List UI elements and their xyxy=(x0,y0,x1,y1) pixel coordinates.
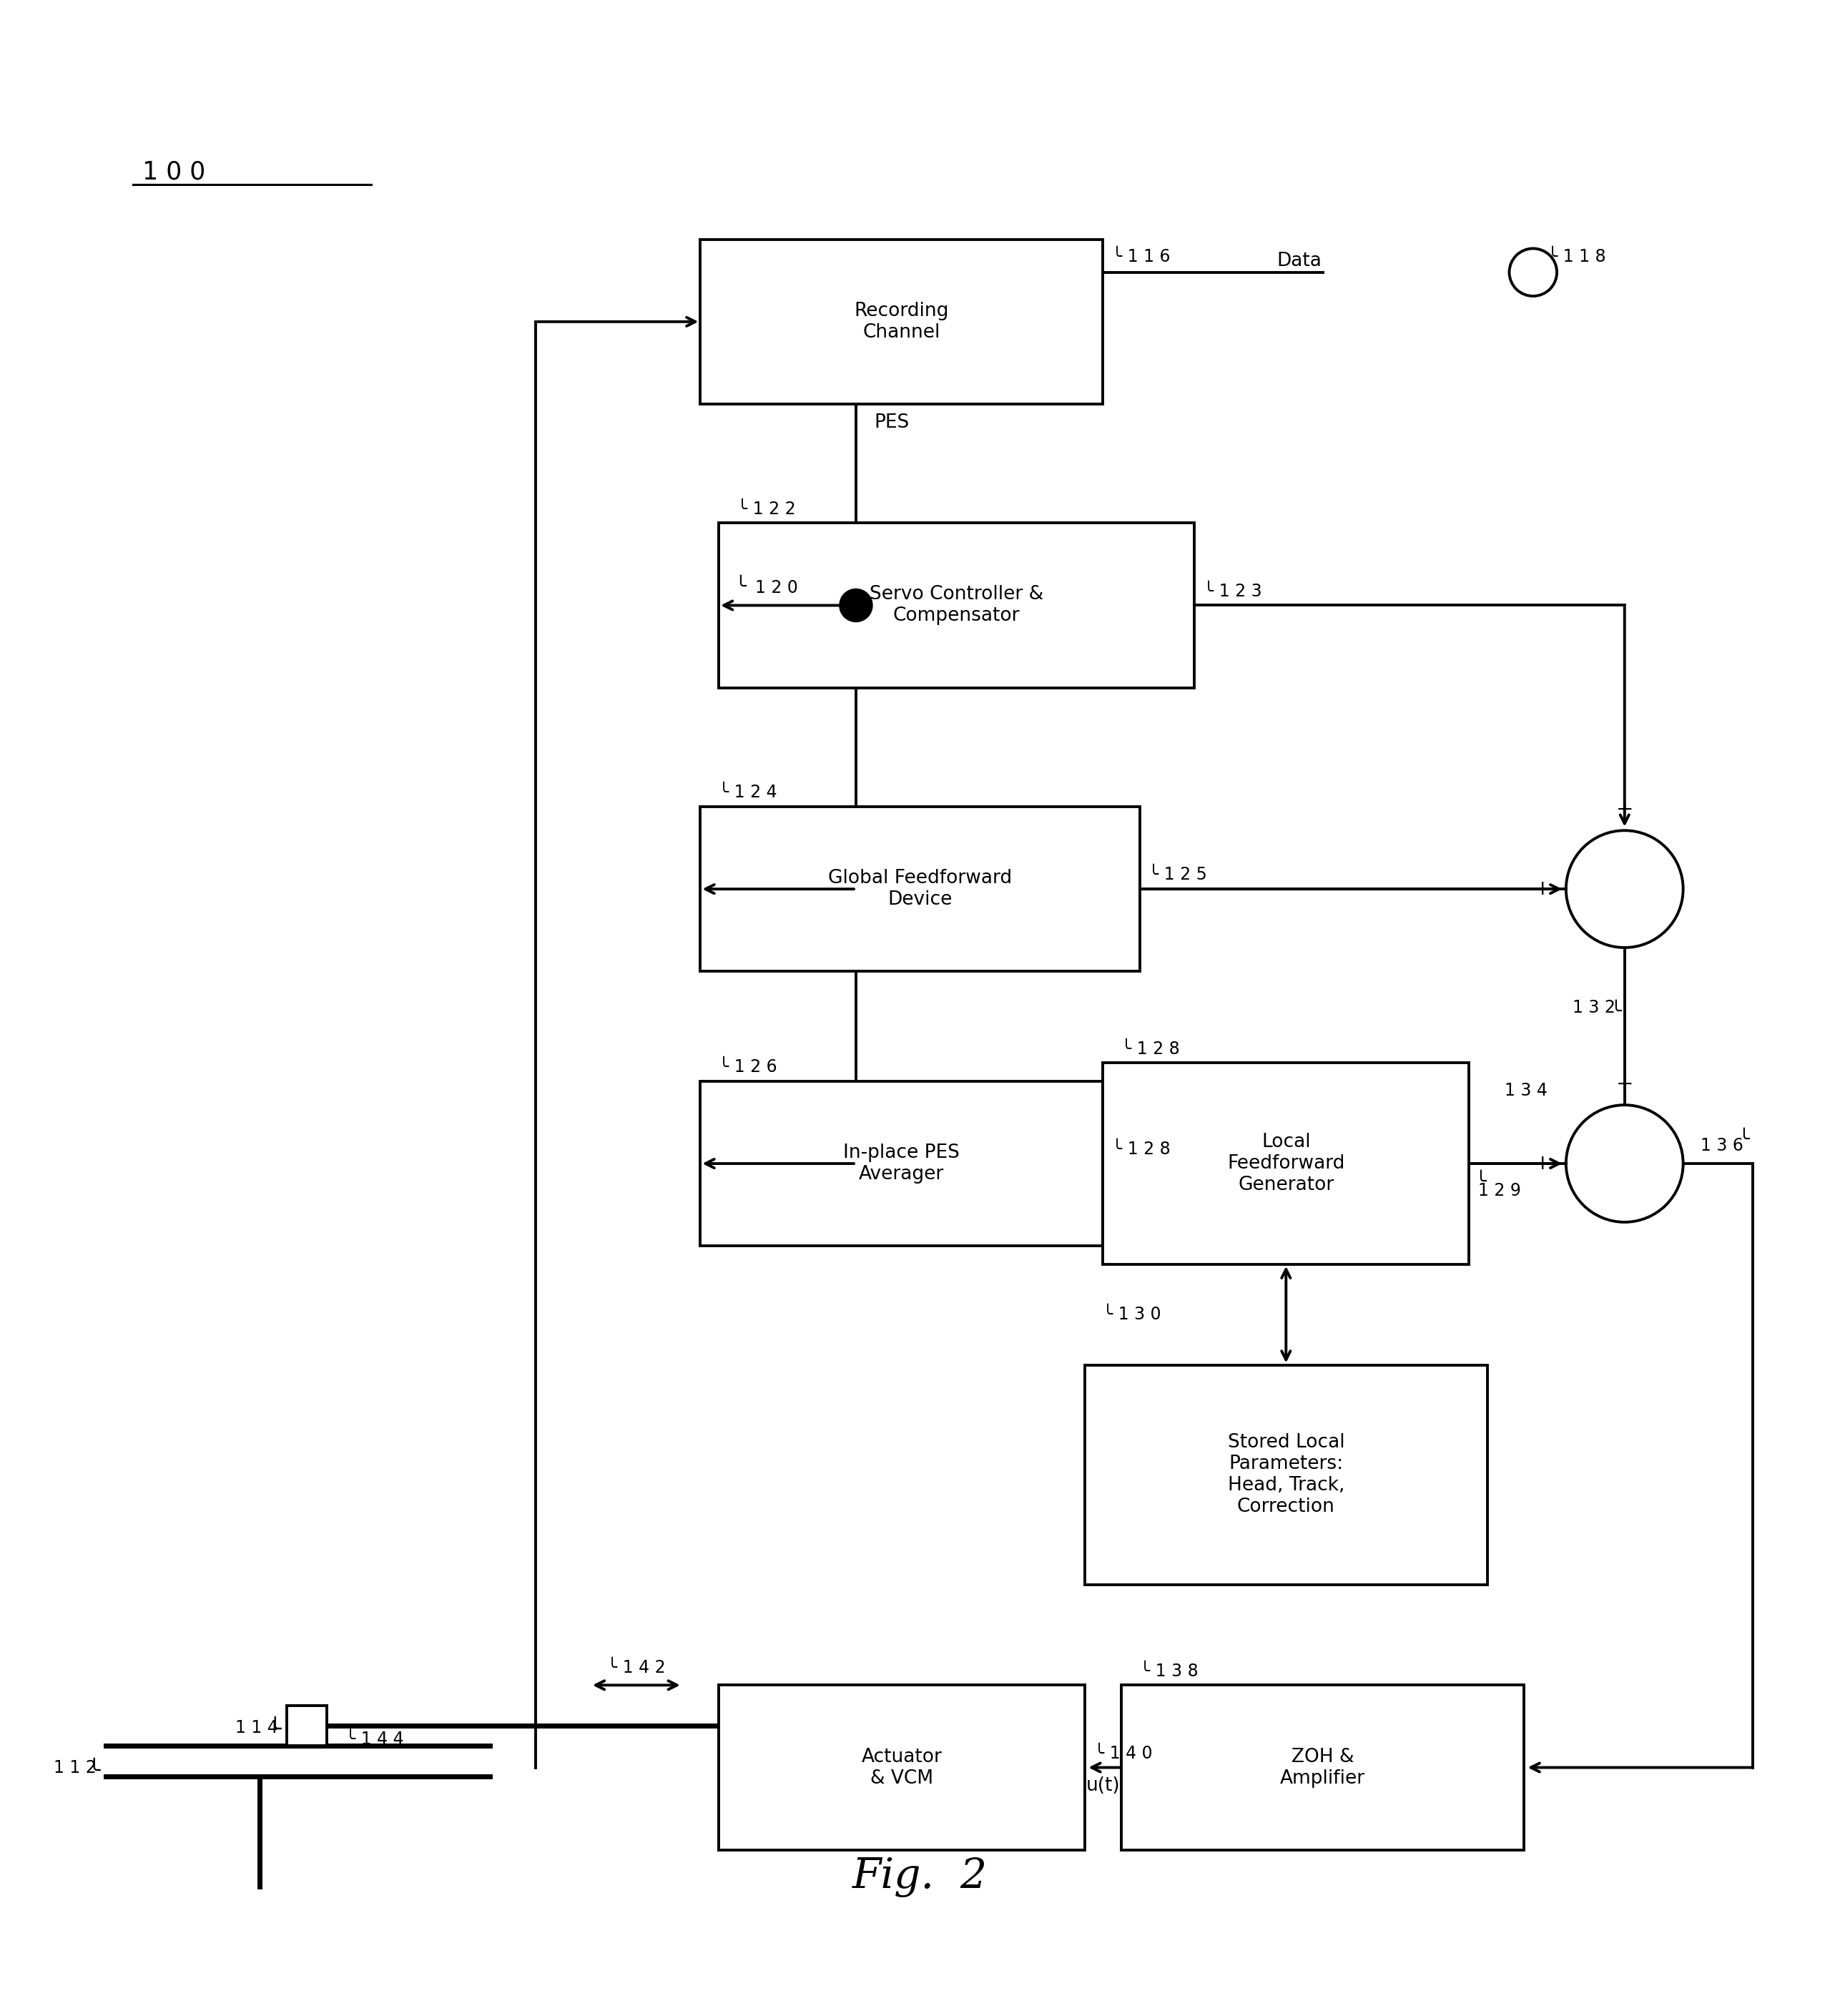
Text: 1 3 6: 1 3 6 xyxy=(1700,1137,1744,1155)
FancyBboxPatch shape xyxy=(1086,1365,1487,1585)
Text: ╰: ╰ xyxy=(734,579,747,597)
FancyBboxPatch shape xyxy=(701,1081,1102,1246)
Text: Local
Feedforward
Generator: Local Feedforward Generator xyxy=(1227,1133,1345,1193)
Text: 1 2 9: 1 2 9 xyxy=(1478,1181,1522,1200)
Text: ╰ 1 2 6: ╰ 1 2 6 xyxy=(719,1058,776,1077)
Text: +: + xyxy=(1616,800,1634,818)
Text: ╰ 1 2 8: ╰ 1 2 8 xyxy=(1121,1040,1179,1058)
Text: ╰ 1 3 0: ╰ 1 3 0 xyxy=(1102,1306,1161,1322)
Text: 1 2 0: 1 2 0 xyxy=(754,579,799,597)
FancyBboxPatch shape xyxy=(701,806,1139,972)
Text: ╰ 1 2 5: ╰ 1 2 5 xyxy=(1148,867,1207,883)
Text: ╰ 1 4 4: ╰ 1 4 4 xyxy=(346,1732,403,1748)
Text: ╰ 1 4 2: ╰ 1 4 2 xyxy=(607,1659,666,1675)
Text: ╰ 1 2 8: ╰ 1 2 8 xyxy=(1111,1141,1170,1157)
Text: ╰ 1 3 8: ╰ 1 3 8 xyxy=(1139,1663,1198,1679)
FancyBboxPatch shape xyxy=(719,522,1194,687)
Text: Servo Controller &
Compensator: Servo Controller & Compensator xyxy=(870,585,1043,625)
FancyBboxPatch shape xyxy=(1121,1685,1524,1851)
Text: ╰ 1 2 3: ╰ 1 2 3 xyxy=(1203,583,1262,601)
Text: Global Feedforward
Device: Global Feedforward Device xyxy=(828,869,1012,909)
Text: Fig.  2: Fig. 2 xyxy=(852,1857,988,1897)
Text: ╰ 1 2 2: ╰ 1 2 2 xyxy=(738,500,795,518)
Text: 1 3 2: 1 3 2 xyxy=(1573,1000,1616,1016)
Text: u(t): u(t) xyxy=(1086,1776,1121,1796)
Text: ZOH &
Amplifier: ZOH & Amplifier xyxy=(1281,1748,1365,1788)
Text: ╰: ╰ xyxy=(269,1720,282,1740)
FancyBboxPatch shape xyxy=(287,1706,328,1746)
Text: ╰: ╰ xyxy=(88,1762,99,1782)
Text: 1 1 2: 1 1 2 xyxy=(53,1758,96,1776)
Text: Recording
Channel: Recording Channel xyxy=(854,302,949,343)
Text: PES: PES xyxy=(874,413,909,431)
Text: ╰ 1 1 8: ╰ 1 1 8 xyxy=(1547,248,1606,266)
Text: Actuator
& VCM: Actuator & VCM xyxy=(861,1748,942,1788)
Text: 1 0 0: 1 0 0 xyxy=(142,159,206,183)
Text: +: + xyxy=(1616,1075,1634,1095)
Text: +: + xyxy=(1535,1153,1551,1173)
Text: ╰: ╰ xyxy=(1737,1131,1750,1149)
Text: Data: Data xyxy=(1277,252,1321,270)
Text: ╰ 1 4 0: ╰ 1 4 0 xyxy=(1093,1746,1152,1762)
Text: 1 1 4: 1 1 4 xyxy=(236,1720,278,1736)
Text: ╰: ╰ xyxy=(1474,1173,1487,1191)
Text: 1 3 4: 1 3 4 xyxy=(1505,1083,1547,1099)
FancyBboxPatch shape xyxy=(719,1685,1086,1851)
FancyBboxPatch shape xyxy=(701,240,1102,403)
Text: ╰ 1 1 6: ╰ 1 1 6 xyxy=(1111,248,1170,266)
Text: ╰: ╰ xyxy=(1610,1002,1621,1020)
Text: +: + xyxy=(1535,879,1551,899)
Text: In-place PES
Averager: In-place PES Averager xyxy=(843,1143,960,1183)
FancyBboxPatch shape xyxy=(1102,1062,1468,1264)
Text: ╰ 1 2 4: ╰ 1 2 4 xyxy=(719,784,776,800)
Circle shape xyxy=(839,589,872,621)
Text: Stored Local
Parameters:
Head, Track,
Correction: Stored Local Parameters: Head, Track, Co… xyxy=(1227,1433,1345,1516)
